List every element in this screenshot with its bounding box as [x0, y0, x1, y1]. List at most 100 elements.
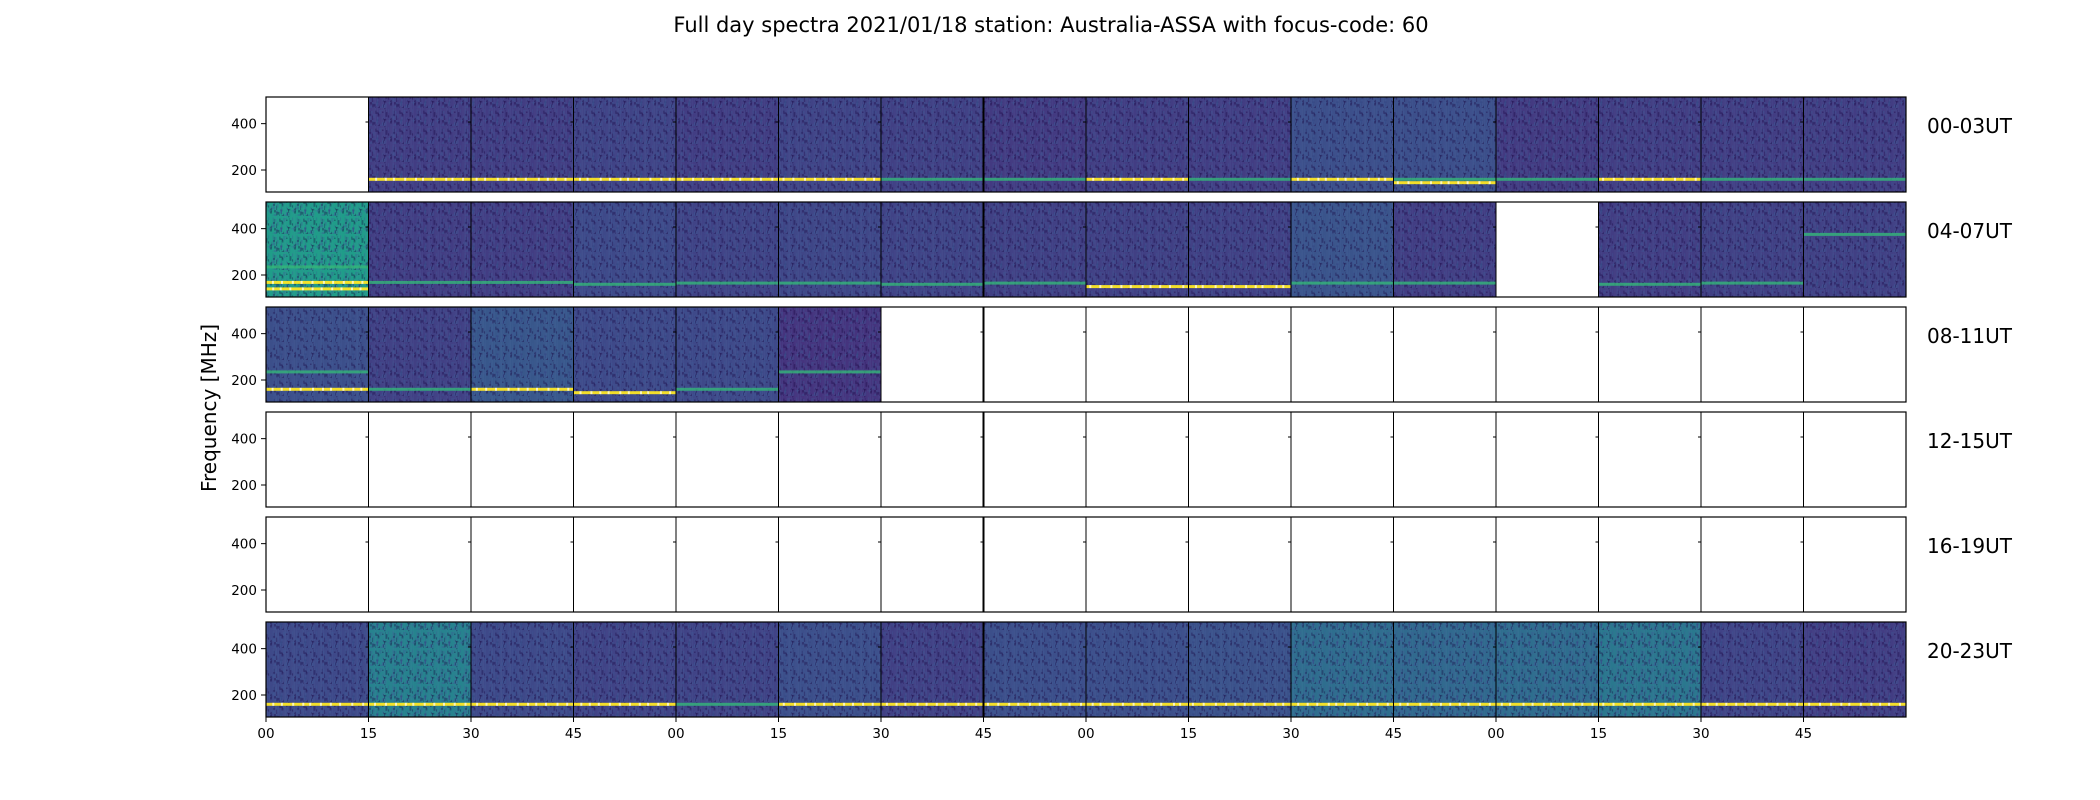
spectrum-speckle — [1393, 202, 1496, 297]
band-speckle — [443, 702, 445, 706]
band-speckle — [1407, 181, 1410, 185]
row-frame — [265, 306, 1907, 403]
empty-cell — [1291, 412, 1394, 507]
band-speckle — [1661, 177, 1664, 181]
band-speckle — [845, 177, 848, 181]
band-speckle — [375, 177, 378, 181]
empty-cell — [778, 517, 881, 612]
band-speckle — [1173, 702, 1175, 706]
band-speckle — [1653, 702, 1656, 706]
band-speckle — [1099, 285, 1102, 289]
empty-cell — [1188, 307, 1291, 402]
row-label: 12-15UT — [1927, 429, 2013, 453]
band-speckle — [1478, 181, 1481, 185]
emission-band — [266, 370, 369, 374]
band-speckle — [814, 177, 816, 181]
emission-band — [1188, 702, 1291, 706]
band-speckle — [289, 387, 292, 391]
band-speckle — [701, 177, 704, 181]
band-speckle — [619, 177, 622, 181]
band-speckle — [271, 280, 274, 284]
band-speckle — [588, 702, 591, 706]
band-speckle — [627, 391, 630, 395]
spectrum-speckle — [1598, 202, 1701, 297]
x-tick-label: 15 — [770, 726, 787, 742]
band-speckle — [311, 280, 314, 284]
band-speckle — [975, 702, 978, 706]
spectrum-speckle — [778, 307, 881, 402]
band-speckle — [1089, 285, 1092, 289]
band-speckle — [1038, 702, 1041, 706]
band-speckle — [851, 177, 854, 181]
band-speckle — [342, 280, 345, 284]
empty-cell — [471, 412, 574, 507]
band-speckle — [359, 287, 362, 291]
band-speckle — [485, 387, 488, 391]
band-speckle — [289, 287, 292, 291]
band-speckle — [1263, 702, 1266, 706]
band-speckle — [360, 387, 363, 391]
band-speckle — [1859, 702, 1862, 706]
spectrum-panel — [1185, 517, 1291, 612]
spectrum-panel — [570, 412, 676, 507]
band-speckle — [580, 702, 583, 706]
band-speckle — [300, 280, 303, 284]
emission-band — [676, 387, 779, 391]
emission-band — [1086, 285, 1189, 289]
band-speckle — [556, 702, 559, 706]
band-speckle — [1808, 702, 1811, 706]
band-speckle — [496, 702, 498, 706]
band-speckle — [759, 177, 762, 181]
empty-cell — [1086, 517, 1189, 612]
band-speckle — [627, 177, 629, 181]
empty-cell — [1393, 517, 1496, 612]
spectrum-panel — [1800, 307, 1906, 402]
band-speckle — [1830, 702, 1833, 706]
emission-band — [676, 177, 779, 181]
band-speckle — [1406, 702, 1409, 706]
band-speckle — [279, 287, 282, 291]
band-speckle — [319, 702, 322, 706]
empty-cell — [1701, 517, 1804, 612]
band-speckle — [1735, 702, 1738, 706]
band-speckle — [557, 387, 560, 391]
band-speckle — [1694, 177, 1697, 181]
band-speckle — [668, 177, 671, 181]
spectrum-panel — [1390, 202, 1496, 297]
spectrum-panel — [1595, 97, 1701, 192]
band-speckle — [638, 702, 641, 706]
empty-cell — [266, 412, 369, 507]
band-speckle — [1623, 177, 1626, 181]
emission-band — [1598, 702, 1701, 706]
band-speckle — [1715, 702, 1718, 706]
x-tick-label: 45 — [565, 726, 582, 742]
x-tick-label: 00 — [257, 726, 274, 742]
band-speckle — [1664, 702, 1667, 706]
spectrum-panel — [1800, 97, 1906, 192]
emission-band — [1291, 177, 1394, 181]
band-speckle — [495, 387, 497, 391]
band-speckle — [599, 177, 602, 181]
band-speckle — [1336, 177, 1339, 181]
band-speckle — [1440, 181, 1443, 185]
band-speckle — [824, 177, 827, 181]
band-speckle — [1419, 702, 1422, 706]
band-speckle — [423, 702, 426, 706]
band-speckle — [1430, 702, 1433, 706]
spectra-row-04-07UT: 400 200 04-07UT — [231, 201, 2013, 298]
band-speckle — [351, 287, 353, 291]
band-speckle — [340, 287, 343, 291]
band-speckle — [404, 702, 407, 706]
band-speckle — [590, 391, 593, 395]
spectrum-panel — [468, 412, 574, 507]
band-speckle — [395, 702, 397, 706]
band-speckle — [312, 387, 314, 391]
spectrum-speckle — [676, 202, 779, 297]
band-speckle — [944, 702, 947, 706]
emission-band — [1393, 702, 1496, 706]
emission-band — [573, 702, 676, 706]
spectrum-panel — [1390, 307, 1496, 402]
band-speckle — [517, 387, 520, 391]
row-frame — [265, 411, 1907, 508]
